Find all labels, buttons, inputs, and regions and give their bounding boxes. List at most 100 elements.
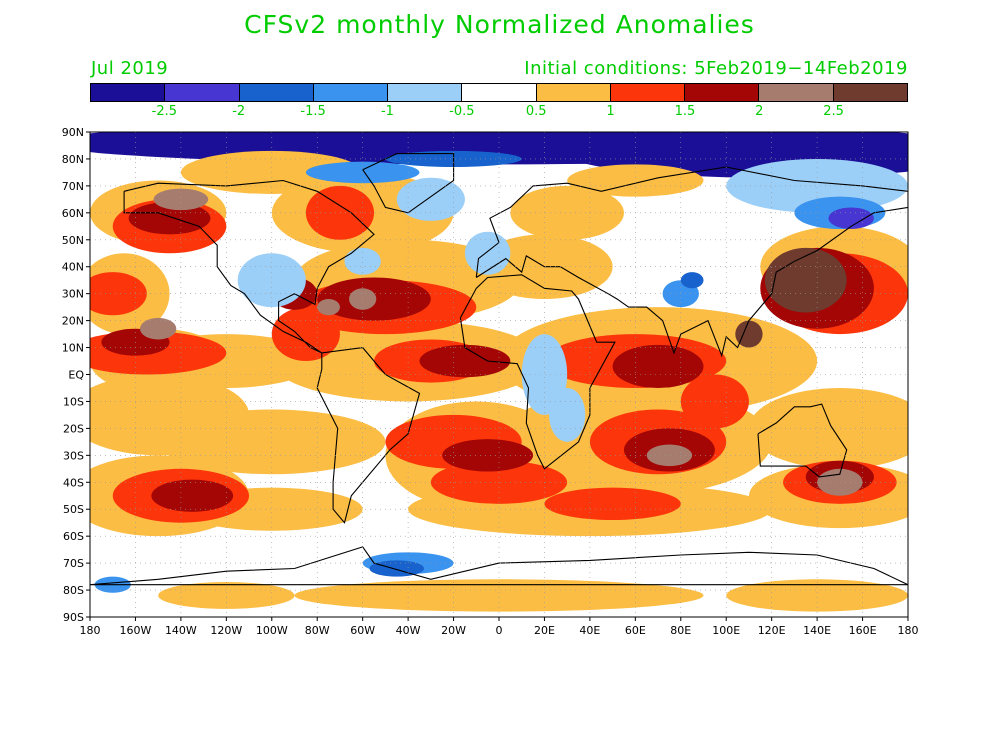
anomaly-patch: [158, 409, 386, 475]
anomaly-patch: [305, 185, 375, 240]
anomaly-patch: [680, 374, 749, 429]
colorbar: [90, 83, 908, 102]
lon-label: 60E: [625, 624, 646, 637]
colorbar-tick-label: 0.5: [525, 104, 547, 119]
colorbar-tick-label: 1: [606, 104, 615, 119]
chart-title: CFSv2 monthly Normalized Anomalies: [244, 10, 755, 39]
coastline: [123, 179, 375, 354]
lat-label: 80S: [63, 584, 84, 597]
lat-label: 60N: [62, 207, 84, 220]
colorbar-tick-label: 1.5: [674, 104, 696, 119]
lat-label: EQ: [68, 369, 84, 382]
lat-label: 30S: [63, 449, 84, 462]
coastline: [757, 403, 848, 478]
anomaly-patch: [237, 253, 306, 308]
lon-label: 180: [80, 624, 101, 637]
anomaly-patch: [680, 272, 704, 289]
anomaly-patch: [567, 164, 704, 197]
coastline: [459, 274, 616, 470]
lat-label: 50N: [62, 234, 84, 247]
colorbar-labels: -2.5 -2 -1.5 -1 -0.5 0.5 1 1.5 2 2.5: [90, 104, 908, 122]
lat-label: 30N: [62, 288, 84, 301]
anomaly-patch: [419, 344, 511, 378]
lon-label: 20E: [534, 624, 555, 637]
coastline: [90, 546, 908, 586]
lon-label: 20W: [441, 624, 466, 637]
lat-label: 10N: [62, 342, 84, 355]
colorbar-segment: [165, 84, 240, 101]
anomaly-patch: [612, 344, 704, 388]
anomaly-patch: [151, 479, 234, 512]
colorbar-segment: [685, 84, 760, 101]
anomaly-patch: [548, 387, 586, 442]
lon-label: 160E: [849, 624, 877, 637]
anomaly-patch: [748, 387, 908, 469]
colorbar-tick-label: -2.5: [151, 104, 178, 119]
colorbar-segment: [536, 84, 611, 101]
anomaly-patch: [544, 487, 681, 520]
valid-month-label: Jul 2019: [91, 58, 169, 79]
lon-label: 180: [898, 624, 919, 637]
anomaly-patch: [90, 272, 147, 316]
lon-label: 40W: [396, 624, 421, 637]
lon-label: 0: [496, 624, 503, 637]
anomaly-patch: [271, 307, 340, 362]
anomaly-patch: [158, 581, 295, 609]
lat-label: 80N: [62, 153, 84, 166]
colorbar-segment: [462, 84, 537, 101]
colorbar-segment: [91, 84, 166, 101]
initial-conditions-label: Initial conditions: 5Feb2019−14Feb2019: [524, 58, 908, 79]
lat-label: 10S: [63, 395, 84, 408]
anomaly-patch: [128, 202, 211, 235]
lon-label: 60W: [350, 624, 375, 637]
lon-label: 100E: [712, 624, 740, 637]
lon-label: 120E: [758, 624, 786, 637]
anomaly-patch: [349, 288, 377, 310]
lat-label: 90S: [63, 611, 84, 624]
anomaly-patch: [764, 247, 847, 313]
anomaly-patch: [726, 579, 908, 612]
anomaly-patch: [735, 320, 763, 348]
anomaly-patch: [510, 185, 624, 240]
colorbar-tick-label: -1: [380, 104, 394, 119]
anomaly-patch: [369, 560, 425, 577]
coastline: [316, 347, 421, 524]
colorbar-segment: [610, 84, 686, 101]
anomaly-patch: [317, 299, 340, 316]
lon-label: 140W: [165, 624, 197, 637]
lat-label: 40S: [63, 476, 84, 489]
map-field: [90, 132, 908, 617]
anomaly-patch: [153, 188, 209, 211]
anomaly-patch: [344, 247, 381, 275]
colorbar-tick-label: -0.5: [449, 104, 475, 119]
coastline: [362, 153, 455, 214]
lat-label: 70S: [63, 557, 84, 570]
anomaly-patch: [396, 177, 465, 221]
lon-label: 80W: [305, 624, 330, 637]
colorbar-segment: [388, 84, 463, 101]
anomaly-patch: [294, 579, 704, 612]
lon-label: 120W: [210, 624, 242, 637]
lat-label: 40N: [62, 261, 84, 274]
lon-label: 40E: [579, 624, 600, 637]
lat-label: 50S: [63, 503, 84, 516]
colorbar-tick-label: 2.5: [823, 104, 844, 119]
colorbar-segment: [759, 84, 834, 101]
colorbar-tick-label: 2: [755, 104, 764, 119]
colorbar-segment: [313, 84, 389, 101]
coastline: [475, 166, 908, 358]
lat-label: 20S: [63, 422, 84, 435]
anomaly-patch: [646, 444, 693, 467]
lon-label: 140E: [803, 624, 831, 637]
anomaly-patch: [464, 231, 511, 275]
colorbar-tick-label: -1.5: [300, 104, 326, 119]
anomaly-patch: [139, 317, 177, 340]
lat-label: 70N: [62, 180, 84, 193]
lat-label: 20N: [62, 315, 84, 328]
lon-label: 100W: [256, 624, 288, 637]
colorbar-tick-label: -2: [232, 104, 246, 119]
colorbar-segment: [239, 84, 314, 101]
lon-label: 160W: [120, 624, 152, 637]
anomaly-patch: [442, 439, 534, 472]
